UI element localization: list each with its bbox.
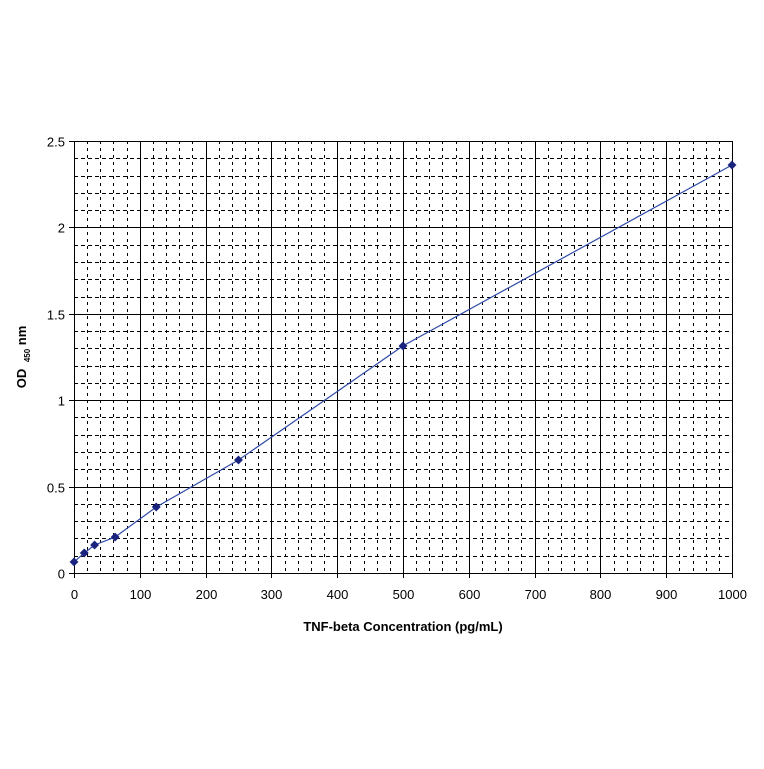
data-point-markers (69, 160, 737, 567)
x-tick-label: 700 (525, 587, 547, 602)
y-axis-label-main: OD (14, 369, 29, 389)
x-axis-label: TNF-beta Concentration (pg/mL) (303, 619, 502, 634)
data-point-diamond (90, 540, 100, 550)
data-point-diamond (110, 532, 120, 542)
x-tick-label: 0 (71, 587, 78, 602)
y-axis: 0 0.5 1 1.5 2 2.5 (47, 135, 74, 582)
x-tick-label: 600 (459, 587, 481, 602)
x-tick-label: 200 (196, 587, 218, 602)
y-axis-label: OD 450 nm (14, 326, 33, 389)
y-tick-label: 0 (58, 567, 65, 582)
y-axis-label-suffix: nm (14, 326, 29, 346)
y-axis-label-subscript: 450 (23, 348, 32, 362)
data-point-diamond (398, 341, 408, 351)
y-tick-label: 2 (58, 221, 65, 236)
x-tick-label: 300 (261, 587, 283, 602)
x-tick-label: 1000 (718, 587, 747, 602)
data-point-diamond (233, 455, 244, 465)
x-tick-label: 100 (130, 587, 152, 602)
data-point-diamond (79, 548, 89, 558)
major-gridlines (74, 141, 733, 574)
x-tick-label: 800 (590, 587, 612, 602)
x-tick-label: 900 (656, 587, 678, 602)
y-tick-label: 2.5 (47, 135, 65, 150)
data-point-diamond (69, 557, 79, 567)
data-point-diamond (151, 502, 161, 512)
x-tick-label: 500 (393, 587, 415, 602)
data-point-diamond (727, 160, 737, 170)
x-axis: 0 100 200 300 400 500 600 700 800 900 1000 (71, 573, 747, 602)
y-tick-label: 1.5 (47, 308, 65, 323)
x-tick-label: 400 (327, 587, 349, 602)
y-tick-label: 1 (58, 394, 65, 409)
y-tick-label: 0.5 (47, 481, 65, 496)
